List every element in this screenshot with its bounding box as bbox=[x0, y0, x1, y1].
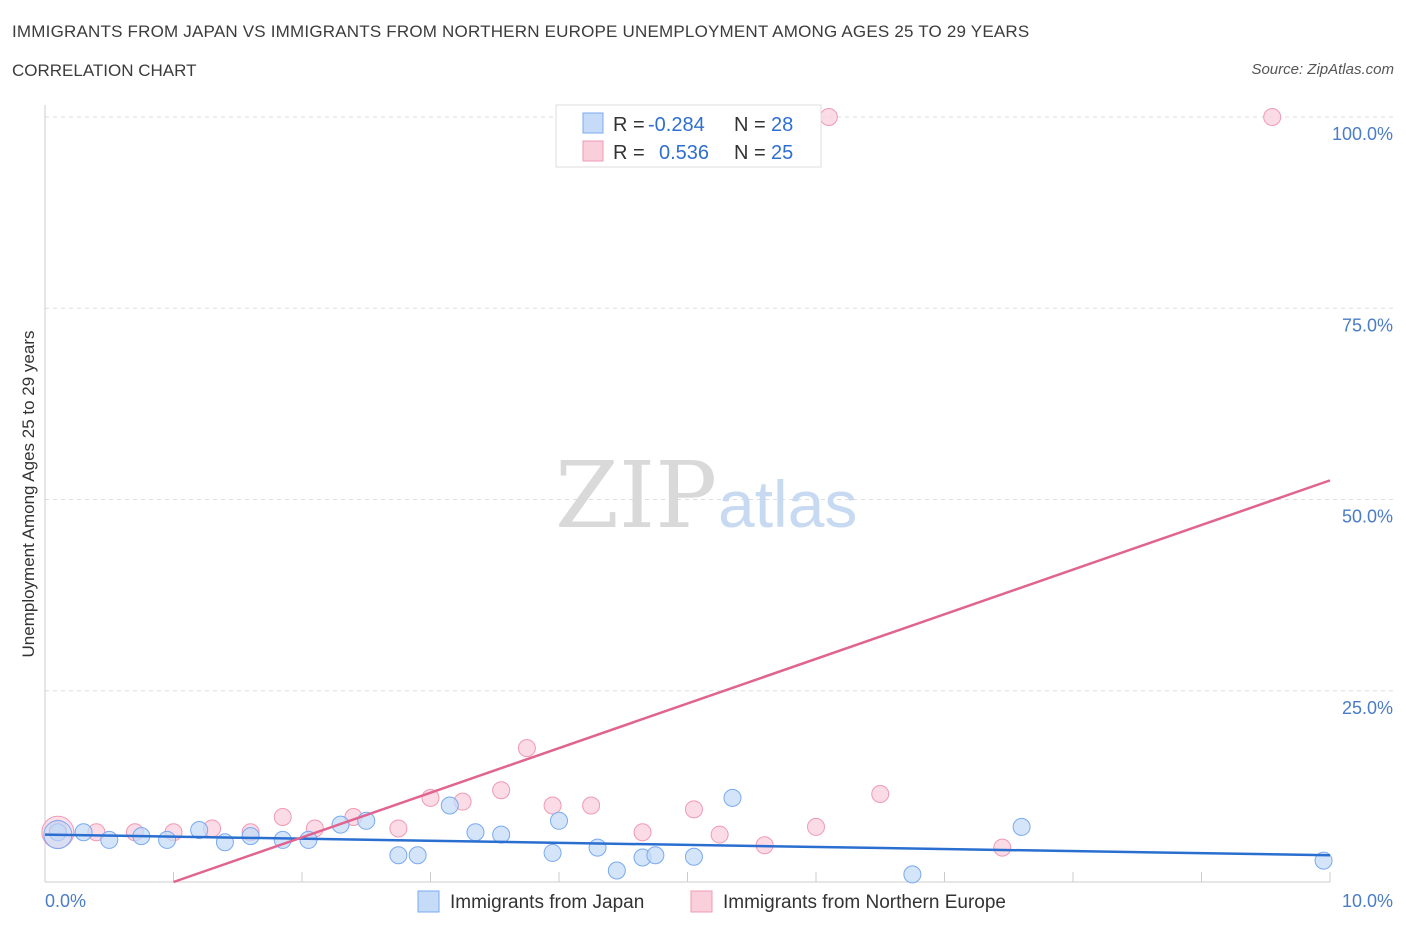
europe-point bbox=[273, 807, 292, 826]
japan-point bbox=[543, 843, 562, 862]
legend-europe-r-value: 0.536 bbox=[659, 142, 709, 164]
bottom-legend-europe: Immigrants from Northern Europe bbox=[723, 892, 1006, 913]
europe-point bbox=[710, 825, 729, 844]
europe-point bbox=[819, 108, 838, 126]
bottom-legend-swatch-europe bbox=[690, 890, 713, 913]
japan-point bbox=[74, 823, 93, 842]
trend-lines bbox=[44, 479, 1331, 884]
legend-europe-n-label: N = bbox=[734, 142, 766, 164]
japan-point bbox=[492, 825, 511, 844]
legend-japan-n-value: 28 bbox=[771, 114, 793, 136]
legend-swatch-japan bbox=[582, 112, 604, 134]
europe-point bbox=[543, 796, 562, 815]
watermark-atlas: atlas bbox=[718, 467, 857, 541]
chart-subtitle: CORRELATION CHART bbox=[12, 61, 197, 80]
stats-legend: R = -0.284 N = 28 R = 0.536 N = 25 bbox=[555, 104, 822, 168]
japan-point bbox=[903, 865, 922, 884]
japan-point bbox=[440, 796, 459, 815]
y-tick-label: 75.0% bbox=[1342, 315, 1393, 335]
japan-trend-line bbox=[44, 833, 1331, 857]
y-tick-labels: 100.0% 75.0% 50.0% 25.0% bbox=[1332, 124, 1393, 718]
japan-point bbox=[241, 827, 260, 846]
source-label: Source: ZipAtlas.com bbox=[1251, 61, 1394, 78]
japan-point bbox=[466, 823, 485, 842]
europe-point bbox=[807, 817, 825, 836]
legend-japan-r-value: -0.284 bbox=[648, 114, 705, 136]
y-tick-label: 100.0% bbox=[1332, 124, 1393, 144]
europe-point bbox=[993, 838, 1012, 857]
japan-point bbox=[550, 811, 568, 830]
series-japan-points bbox=[43, 788, 1333, 884]
watermark: ZIP atlas bbox=[555, 442, 857, 549]
europe-point bbox=[633, 823, 652, 842]
y-axis-label: Unemployment Among Ages 25 to 29 years bbox=[19, 331, 38, 658]
japan-point bbox=[389, 846, 408, 865]
legend-swatch-europe bbox=[582, 140, 604, 162]
gridlines bbox=[45, 116, 1393, 692]
japan-point bbox=[100, 830, 119, 849]
legend-japan-r-label: R = bbox=[613, 114, 645, 136]
japan-point bbox=[408, 846, 427, 865]
japan-point bbox=[723, 788, 742, 807]
japan-point bbox=[607, 861, 626, 880]
x-tick-labels: 0.0% 10.0% bbox=[45, 891, 1393, 911]
legend-japan-n-label: N = bbox=[734, 114, 766, 136]
y-tick-label: 50.0% bbox=[1342, 507, 1393, 527]
japan-point bbox=[646, 846, 665, 865]
europe-point bbox=[684, 800, 703, 819]
europe-point bbox=[389, 819, 408, 838]
japan-point bbox=[684, 847, 703, 866]
watermark-zip: ZIP bbox=[555, 442, 717, 549]
europe-point bbox=[517, 739, 536, 758]
japan-point bbox=[190, 820, 209, 839]
legend-europe-n-value: 25 bbox=[771, 142, 793, 164]
x-tick-marks bbox=[173, 872, 1331, 882]
japan-point bbox=[588, 838, 607, 857]
europe-point bbox=[1263, 108, 1282, 126]
chart-title: IMMIGRANTS FROM JAPAN VS IMMIGRANTS FROM… bbox=[12, 22, 1030, 41]
x-tick-label-max: 10.0% bbox=[1342, 891, 1393, 911]
japan-point bbox=[1012, 817, 1031, 836]
europe-trend-line bbox=[173, 479, 1331, 884]
bottom-legend-swatch-japan bbox=[417, 890, 440, 913]
europe-point bbox=[492, 781, 511, 800]
japan-point bbox=[158, 830, 177, 849]
europe-point bbox=[582, 796, 601, 815]
legend-europe-r-label: R = bbox=[613, 142, 645, 164]
x-tick-label-min: 0.0% bbox=[45, 891, 86, 911]
y-tick-label: 25.0% bbox=[1342, 698, 1393, 718]
bottom-legend: Immigrants from Japan Immigrants from No… bbox=[417, 890, 1006, 913]
bottom-legend-japan: Immigrants from Japan bbox=[450, 892, 644, 913]
europe-point bbox=[871, 785, 890, 804]
